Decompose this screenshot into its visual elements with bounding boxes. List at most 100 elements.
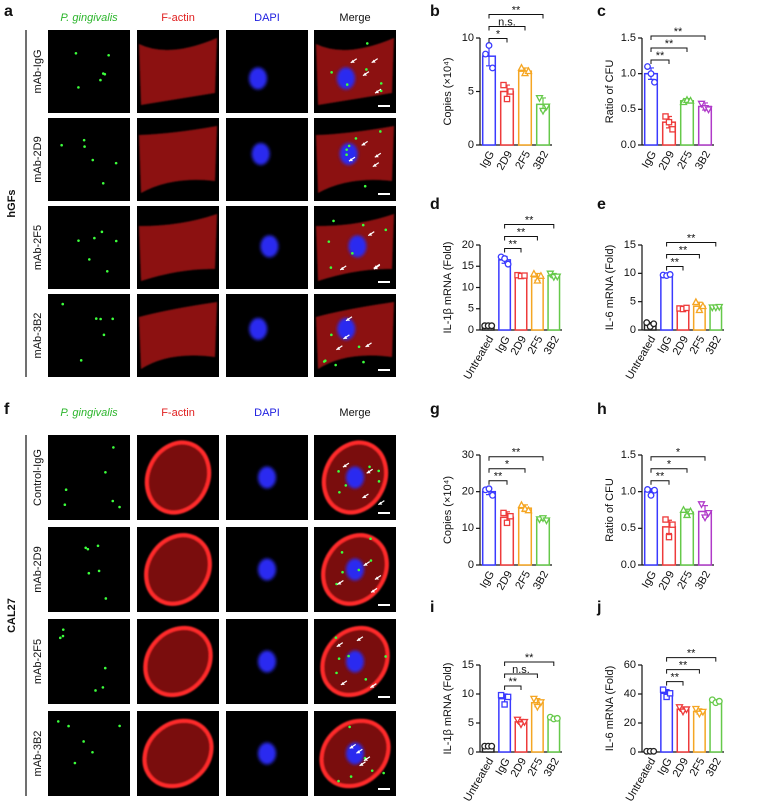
data-point [669, 126, 676, 133]
bacterium [94, 317, 98, 320]
actin [144, 533, 212, 606]
bacterium [347, 654, 350, 658]
data-point [700, 514, 710, 523]
bacterium [97, 569, 101, 573]
micrograph [226, 30, 308, 113]
micrograph [48, 294, 130, 377]
nucleus [249, 317, 268, 340]
bacterium [379, 130, 382, 133]
nucleus [337, 317, 356, 340]
y-tick-label: 60 [624, 659, 636, 671]
significance-bracket [504, 673, 538, 678]
significance-bracket [650, 456, 706, 461]
y-tick-label: 5 [468, 303, 474, 315]
arrow-head [340, 266, 345, 270]
data-point [695, 305, 704, 314]
data-point [485, 42, 493, 49]
bacterium [361, 223, 365, 227]
bacterium [99, 317, 102, 321]
significance-label: ** [509, 238, 518, 250]
bacterium [94, 689, 97, 692]
y-tick-label: 20 [624, 717, 636, 729]
bacterium [379, 89, 383, 93]
significance-bracket [488, 14, 544, 19]
bacterium [87, 571, 91, 575]
bacterium [337, 657, 341, 660]
significance-bracket [488, 468, 526, 473]
significance-bracket [666, 253, 700, 259]
bar [709, 700, 723, 753]
y-tick-label: 0 [468, 139, 474, 151]
x-tick-label: 2F5 [526, 334, 546, 356]
data-point [533, 703, 542, 712]
panel-letter: f [4, 401, 10, 418]
bacterium [369, 537, 372, 540]
arrow-head [374, 576, 379, 580]
significance-label: ** [494, 471, 503, 483]
y-tick-label: 0 [468, 559, 474, 571]
data-point [663, 693, 670, 701]
data-point [715, 697, 723, 705]
bacterium [337, 470, 340, 473]
data-point [500, 81, 507, 89]
x-tick-label: 3B2 [693, 149, 713, 172]
data-point [679, 505, 688, 513]
x-tick-label: 3B2 [531, 569, 551, 592]
bacterium [377, 469, 380, 473]
bacterium [335, 582, 338, 586]
bacterium [111, 317, 114, 321]
data-point [529, 695, 538, 704]
data-point [647, 491, 655, 499]
y-axis-label: Copies (×10⁴) [442, 57, 454, 125]
column-header: P. gingivalis [60, 407, 118, 419]
bacterium [67, 724, 70, 728]
arrow-head [363, 757, 368, 761]
data-point [675, 704, 684, 712]
arrow-head [348, 158, 353, 162]
bacterium [84, 546, 87, 550]
bacterium [61, 628, 65, 631]
panel-letter: i [430, 599, 434, 616]
bacterium [338, 490, 341, 494]
nucleus [258, 466, 276, 489]
bacterium [365, 68, 368, 71]
row-label: mAb-2D9 [32, 546, 44, 592]
column-header: F-actin [161, 407, 195, 419]
bacterium [96, 544, 100, 548]
group-label: hGFs [6, 189, 18, 217]
x-tick-label: Untreated [624, 756, 659, 804]
significance-label: ** [687, 232, 696, 244]
y-tick-label: 20 [462, 486, 474, 498]
x-tick-label: 2F5 [688, 334, 708, 356]
bacterium [103, 72, 107, 76]
y-axis-label: Ratio of CFU [604, 60, 616, 124]
bacterium [351, 252, 354, 255]
arrow-head [356, 750, 361, 754]
data-point [651, 78, 658, 86]
micrograph [48, 711, 130, 796]
y-tick-label: 1.5 [621, 32, 636, 44]
data-point [695, 710, 704, 719]
x-tick-label: 3B2 [542, 756, 562, 779]
significance-label: ** [656, 471, 665, 483]
bar [643, 490, 659, 566]
arrow-head [366, 470, 371, 474]
bacterium [91, 750, 94, 754]
x-tick-label: 2D9 [671, 334, 691, 357]
data-point [542, 103, 551, 112]
x-tick-label: 3B2 [693, 569, 713, 592]
significance-label: ** [671, 672, 680, 684]
bacterium [82, 740, 85, 743]
bacterium [324, 359, 327, 363]
significance-bracket [650, 468, 688, 473]
actin [139, 214, 217, 281]
x-tick-label: 2D9 [495, 569, 515, 592]
arrow-head [362, 494, 367, 498]
bacterium [102, 333, 106, 337]
bacterium [118, 724, 121, 728]
bacterium [332, 219, 335, 223]
arrow-head [372, 163, 377, 167]
data-point [665, 533, 673, 541]
bacterium [114, 161, 118, 165]
